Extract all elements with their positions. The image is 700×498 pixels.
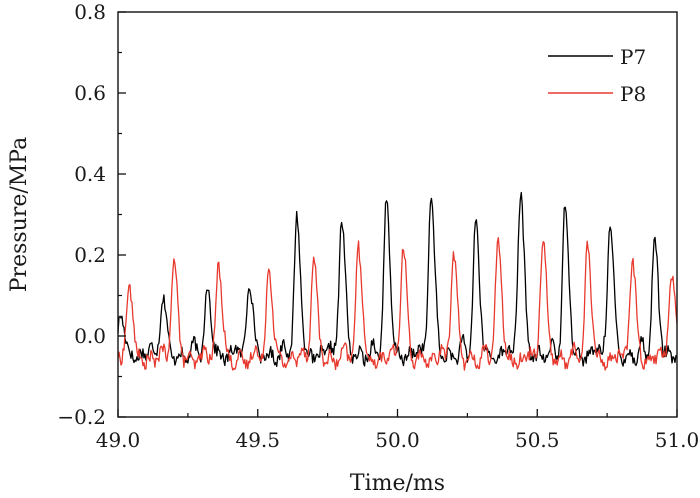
axis-ticks (117, 11, 678, 418)
x-tick-label: 49.0 (96, 428, 141, 452)
legend-label-p8: P8 (620, 82, 646, 106)
tick-labels: 49.0 49.5 50.0 50.5 51.0 −0.2 0.0 0.2 0.4 0.6 0.8 (57, 0, 699, 452)
y-tick-label: 0.8 (74, 0, 106, 24)
series-line-p7 (117, 191, 678, 367)
y-tick-label: 0.6 (74, 81, 106, 105)
y-tick-label: −0.2 (57, 405, 106, 429)
y-axis-title: Pressure/MPa (7, 137, 32, 293)
x-tick-label: 49.5 (235, 428, 280, 452)
x-axis-title: Time/ms (350, 471, 445, 496)
x-tick-label: 50.0 (375, 428, 420, 452)
x-tick-label: 51.0 (655, 428, 700, 452)
legend-label-p7: P7 (620, 45, 646, 69)
legend: P7 P8 (548, 45, 646, 106)
series-layer (117, 191, 678, 371)
y-tick-label: 0.4 (74, 162, 106, 186)
y-tick-label: 0.2 (74, 243, 106, 267)
series-line-p8 (117, 236, 678, 371)
x-tick-label: 50.5 (515, 428, 560, 452)
y-tick-label: 0.0 (74, 324, 106, 348)
